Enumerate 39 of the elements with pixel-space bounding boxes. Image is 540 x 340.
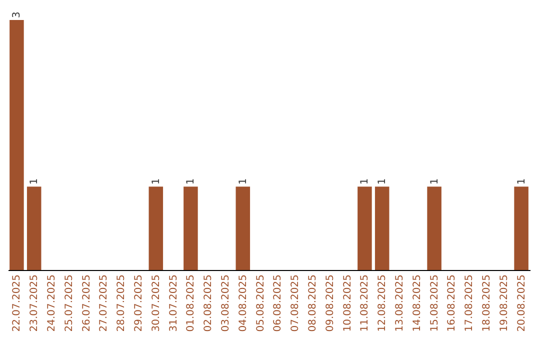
data-label: 1 <box>238 178 249 185</box>
x-tick-label: 12.08.2025 <box>377 274 388 332</box>
x-tick-label: 13.08.2025 <box>394 274 406 332</box>
x-tick-label: 20.08.2025 <box>516 274 528 332</box>
x-tick-label: 17.08.2025 <box>464 274 476 332</box>
x-tick-label: 29.07.2025 <box>134 274 144 332</box>
data-label: 1 <box>377 178 388 185</box>
x-tick-label: 07.08.2025 <box>290 274 302 332</box>
data-label: 1 <box>150 178 162 185</box>
x-tick-label: 31.07.2025 <box>168 274 180 332</box>
x-tick-label: 06.08.2025 <box>272 274 284 332</box>
x-tick-label: 01.08.2025 <box>186 274 197 332</box>
x-tick-label: 24.07.2025 <box>46 274 58 332</box>
x-tick-label: 30.07.2025 <box>150 274 162 332</box>
x-tick-label: 15.08.2025 <box>429 274 440 332</box>
data-label: 1 <box>29 178 40 185</box>
x-tick-label: 26.07.2025 <box>81 274 92 332</box>
x-tick-label: 23.07.2025 <box>29 274 40 332</box>
data-label: 1 <box>360 178 371 185</box>
x-tick-label: 10.08.2025 <box>342 274 354 332</box>
x-tick-label: 14.08.2025 <box>412 274 423 332</box>
data-label: 1 <box>429 178 440 185</box>
x-tick-label: 11.08.2025 <box>360 274 371 332</box>
data-label: 1 <box>516 178 528 185</box>
data-label: 3 <box>12 12 23 18</box>
x-tick-label: 16.08.2025 <box>446 274 458 332</box>
x-tick-label: 25.07.2025 <box>64 274 75 332</box>
x-tick-label: 05.08.2025 <box>255 274 266 332</box>
x-tick-label: 19.08.2025 <box>498 274 510 332</box>
x-tick-label: 28.07.2025 <box>116 274 128 332</box>
x-tick-label: 22.07.2025 <box>12 274 23 332</box>
data-label: 1 <box>186 178 197 185</box>
x-tick-label: 03.08.2025 <box>220 274 232 332</box>
x-tick-label: 02.08.2025 <box>203 274 214 332</box>
x-tick-label: 08.08.2025 <box>308 274 318 332</box>
x-tick-label: 18.08.2025 <box>482 274 492 332</box>
x-tick-label: 04.08.2025 <box>238 274 249 332</box>
x-tick-label: 27.07.2025 <box>98 274 110 332</box>
x-tick-label: 09.08.2025 <box>324 274 336 332</box>
